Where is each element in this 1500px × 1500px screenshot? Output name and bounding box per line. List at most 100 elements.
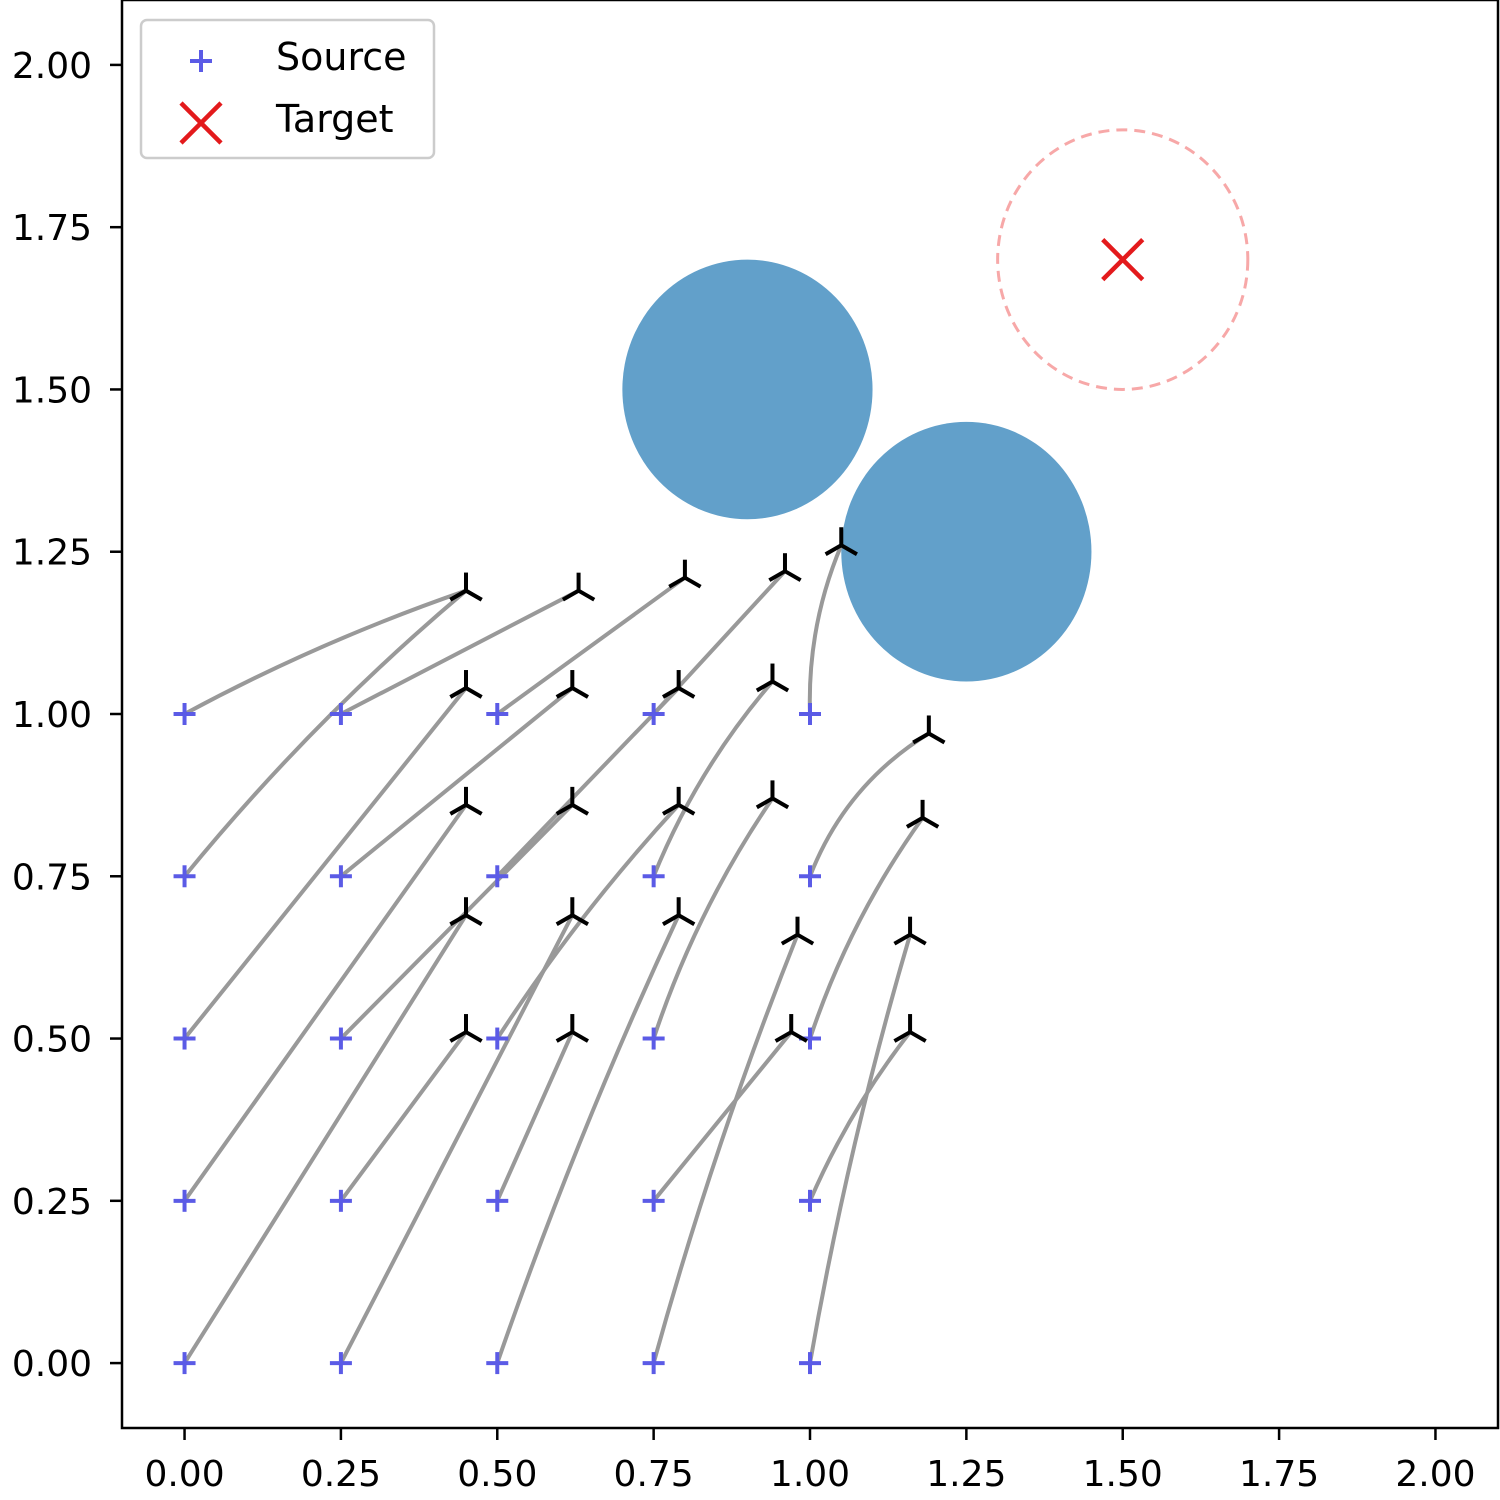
endpoint-marker-8-right bbox=[790, 1030, 808, 1043]
trajectory-path-7 bbox=[495, 1030, 575, 1203]
trajectory-path-15 bbox=[182, 588, 468, 879]
endpoint-marker-1 bbox=[555, 897, 589, 926]
endpoint-marker-6-right bbox=[465, 1030, 483, 1043]
endpoint-marker-19-right bbox=[927, 731, 946, 745]
endpoint-marker-24 bbox=[824, 527, 858, 556]
source-marker-17 bbox=[486, 865, 509, 888]
endpoint-marker-17-left bbox=[661, 686, 680, 699]
y-tick-label-2: 0.50 bbox=[12, 1020, 92, 1061]
endpoint-marker-23-right bbox=[783, 569, 802, 582]
source-marker-10 bbox=[173, 1027, 196, 1050]
x-axis: 0.00 0.25 0.50 0.75 1.00 1.25 1.50 1.75 2.00 bbox=[144, 1428, 1476, 1495]
source-marker-12 bbox=[486, 1027, 509, 1050]
y-axis: 0.00 0.25 0.50 0.75 1.00 1.25 1.50 1.75 2.00 bbox=[12, 46, 122, 1385]
endpoint-marker-1-left bbox=[555, 913, 574, 926]
x-tick-label-5: 1.25 bbox=[926, 1454, 1006, 1495]
endpoint-marker-23 bbox=[768, 553, 802, 582]
endpoint-marker-4-left bbox=[893, 932, 912, 946]
endpoint-marker-10-left bbox=[449, 686, 467, 699]
endpoint-marker-layer bbox=[449, 527, 946, 1043]
endpoint-marker-16 bbox=[555, 670, 589, 699]
target-layer bbox=[996, 128, 1250, 391]
endpoint-marker-0-right bbox=[465, 913, 483, 926]
endpoint-marker-17 bbox=[661, 670, 696, 699]
source-marker-layer bbox=[173, 703, 821, 1375]
endpoint-marker-3-left bbox=[780, 932, 799, 946]
trajectory-path-5 bbox=[182, 802, 468, 1203]
x-tick-label-7: 1.75 bbox=[1239, 1454, 1319, 1495]
trajectory-path-13 bbox=[651, 796, 775, 1041]
endpoint-marker-7 bbox=[555, 1014, 589, 1043]
y-tick-label-3: 0.75 bbox=[12, 857, 92, 898]
endpoint-marker-3-right bbox=[796, 932, 815, 946]
endpoint-marker-12-left bbox=[661, 803, 680, 816]
endpoint-marker-19-left bbox=[912, 731, 930, 745]
source-marker-6 bbox=[329, 1189, 352, 1212]
trajectory-path-16 bbox=[338, 686, 575, 879]
endpoint-marker-24-right bbox=[840, 543, 858, 556]
x-tick-label-2: 0.50 bbox=[457, 1454, 537, 1495]
source-marker-1 bbox=[329, 1352, 352, 1375]
endpoint-marker-6-left bbox=[449, 1030, 467, 1043]
trajectory-path-18 bbox=[651, 679, 775, 879]
endpoint-marker-8-left bbox=[774, 1030, 793, 1043]
endpoint-marker-10 bbox=[449, 670, 483, 699]
endpoint-marker-9 bbox=[893, 1014, 927, 1043]
endpoint-marker-0-left bbox=[449, 913, 467, 926]
y-tick-label-0: 0.00 bbox=[12, 1344, 92, 1385]
source-marker-22 bbox=[486, 703, 509, 725]
endpoint-marker-22-right bbox=[683, 575, 702, 589]
legend-label-source: Source bbox=[276, 35, 407, 79]
x-tick-label-1: 0.25 bbox=[301, 1454, 381, 1495]
endpoint-marker-9-left bbox=[893, 1030, 912, 1043]
endpoint-marker-21-left bbox=[561, 588, 580, 602]
source-marker-2 bbox=[486, 1352, 509, 1375]
y-tick-label-4: 1.00 bbox=[12, 695, 92, 736]
y-tick-label-8: 2.00 bbox=[12, 46, 92, 87]
source-marker-0 bbox=[173, 1352, 196, 1375]
obstacle-circle-1 bbox=[841, 421, 1092, 682]
endpoint-marker-13 bbox=[755, 780, 790, 810]
endpoint-marker-14-left bbox=[905, 816, 924, 829]
trajectory-path-20 bbox=[182, 588, 468, 716]
legend-target-x-icon bbox=[179, 101, 223, 145]
source-marker-9 bbox=[799, 1189, 821, 1212]
source-marker-24 bbox=[799, 703, 821, 725]
endpoint-marker-16-left bbox=[555, 686, 574, 699]
legend: Source Target bbox=[139, 18, 436, 160]
endpoint-marker-13-right bbox=[771, 796, 790, 810]
endpoint-marker-16-right bbox=[571, 686, 589, 699]
endpoint-marker-17-right bbox=[677, 686, 696, 699]
legend-target-x bbox=[179, 101, 223, 145]
x-tick-label-3: 0.75 bbox=[614, 1454, 694, 1495]
target-region-circle bbox=[996, 128, 1250, 391]
endpoint-marker-21-right bbox=[577, 588, 596, 602]
endpoint-marker-14 bbox=[905, 799, 940, 829]
endpoint-marker-14-right bbox=[921, 816, 940, 829]
source-marker-19 bbox=[799, 865, 821, 888]
trajectory-path-24 bbox=[807, 543, 844, 716]
trajectory-path-9 bbox=[808, 1030, 913, 1203]
endpoint-marker-11-right bbox=[571, 803, 589, 816]
endpoint-marker-21 bbox=[561, 572, 596, 602]
source-marker-20 bbox=[173, 703, 196, 725]
obstacle-circle-0 bbox=[622, 259, 873, 520]
trajectory-path-19 bbox=[808, 731, 931, 879]
endpoint-marker-2-right bbox=[677, 913, 696, 926]
legend-target-x-stroke-b bbox=[179, 101, 223, 145]
endpoint-marker-12-right bbox=[677, 803, 696, 816]
obstacle-layer bbox=[622, 259, 1092, 682]
trajectory-path-0 bbox=[182, 913, 468, 1366]
endpoint-marker-13-left bbox=[755, 796, 774, 810]
endpoint-marker-1-right bbox=[571, 913, 589, 926]
trajectory-path-14 bbox=[808, 815, 925, 1041]
trajectory-path-6 bbox=[338, 1030, 468, 1203]
endpoint-marker-20-left bbox=[449, 588, 467, 602]
endpoint-marker-10-right bbox=[465, 686, 483, 699]
x-tick-label-0: 0.00 bbox=[144, 1454, 224, 1495]
source-marker-5 bbox=[173, 1189, 196, 1212]
trajectory-path-4 bbox=[808, 932, 913, 1366]
y-tick-label-1: 0.25 bbox=[12, 1182, 92, 1223]
endpoint-marker-11-left bbox=[555, 803, 574, 816]
y-tick-label-5: 1.25 bbox=[12, 533, 92, 574]
